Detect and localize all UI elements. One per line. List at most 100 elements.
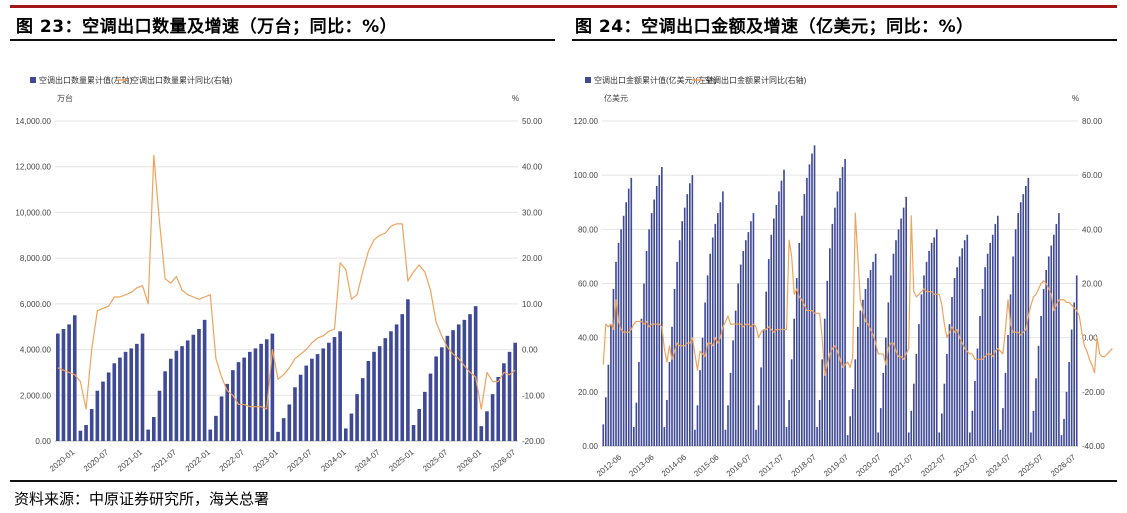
chart1-bar	[146, 429, 150, 441]
chart1-legend-bar-swatch	[30, 77, 36, 83]
chart2-bar	[701, 337, 704, 446]
chart2-bar	[872, 261, 874, 446]
chart1-x-tick-label: 2026-07	[489, 447, 518, 473]
chart1-bar	[231, 370, 235, 441]
chart1-bar	[310, 358, 314, 441]
chart2-x-tick-label: 2013-06	[627, 452, 656, 478]
chart2-bar	[1060, 435, 1063, 446]
chart1-bar	[242, 357, 246, 441]
chart2-bar	[986, 253, 989, 446]
chart1-bar	[276, 431, 280, 441]
chart2-bar	[640, 318, 643, 446]
chart1-bar	[502, 363, 506, 441]
chart2-bar	[961, 248, 963, 446]
right-title-rule	[572, 39, 1117, 41]
chart2-x-tick-label: 2023-07	[952, 452, 981, 478]
chart2-bar	[953, 278, 956, 446]
chart2-x-tick-label: 2014-06	[660, 452, 689, 478]
chart1-right-tick-label: 50.00	[522, 117, 543, 126]
chart1-bar	[406, 299, 410, 441]
chart2-bar	[892, 253, 895, 446]
chart1-left-tick-label: 10,000.00	[15, 208, 51, 217]
chart2-right-tick-label: 60.00	[1082, 171, 1103, 180]
chart1-bar	[152, 417, 156, 441]
chart1-x-tick-label: 2020-07	[82, 447, 111, 473]
chart2-bar	[951, 297, 953, 446]
chart2-bar	[900, 218, 902, 446]
chart2-bar	[989, 242, 991, 446]
chart2-bar	[633, 427, 635, 446]
chart1-bar	[383, 338, 388, 441]
chart2-bar	[752, 213, 755, 446]
chart2-bar	[757, 405, 760, 446]
chart1-x-tick-label: 2024-01	[319, 447, 348, 473]
chart2-x-tick-label: 2026-07	[1049, 452, 1078, 478]
chart2-bar	[655, 186, 658, 446]
chart1-right-tick-label: 0.00	[522, 346, 538, 355]
chart2-bar	[737, 283, 739, 446]
chart2-left-tick-label: 80.00	[578, 225, 599, 234]
chart2-right-tick-label: 80.00	[1082, 117, 1103, 126]
chart2-x-tick-label: 2015-06	[692, 452, 721, 478]
chart1-bar	[174, 350, 179, 441]
chart2-bar	[686, 194, 689, 446]
chart1-x-tick-label: 2026-01	[455, 447, 484, 473]
chart2-bar	[742, 251, 745, 446]
chart1-x-tick-label: 2021-01	[116, 447, 145, 473]
chart1-bar	[202, 319, 207, 441]
chart2-bar	[711, 237, 714, 446]
chart1-bar	[101, 381, 105, 441]
chart1-bar	[366, 361, 371, 441]
chart1-bar	[157, 390, 162, 441]
chart1-bar	[56, 333, 60, 441]
chart2-bar	[902, 207, 905, 446]
chart2-bar	[699, 370, 701, 446]
chart1-bar	[191, 334, 196, 441]
chart2-bar	[663, 427, 666, 446]
chart2-bar	[948, 324, 951, 446]
chart2-bar	[1004, 372, 1007, 446]
chart2-bar	[729, 372, 732, 446]
chart2-bar	[877, 432, 879, 446]
chart2-bar	[963, 240, 966, 446]
chart1-bar	[106, 372, 111, 441]
chart2-bar	[691, 175, 694, 446]
chart2-bar	[676, 261, 678, 446]
chart2-bar	[943, 383, 946, 446]
chart1-x-tick-label: 2023-07	[285, 447, 314, 473]
chart1-bar	[332, 337, 337, 441]
chart2-bar	[780, 180, 783, 447]
chart1-bar	[423, 391, 427, 441]
chart1-bar	[61, 329, 66, 441]
chart2-bar	[714, 223, 717, 446]
chart2-bar	[648, 229, 650, 446]
chart2-bar	[910, 410, 913, 446]
chart1-bar	[219, 396, 224, 441]
chart2-bar	[719, 202, 722, 446]
chart2-bar	[778, 191, 780, 446]
chart2-bar	[831, 223, 834, 446]
chart1-bar	[84, 425, 88, 441]
chart2-bar	[971, 410, 974, 446]
chart2-bar	[610, 324, 612, 446]
chart2-bar	[694, 429, 696, 446]
chart1-bar	[72, 315, 77, 441]
chart1-x-tick-label: 2020-01	[48, 447, 77, 473]
chart1-bar	[490, 394, 495, 441]
chart2-bar	[920, 294, 923, 446]
chart1-right-tick-label: -20.00	[522, 437, 545, 446]
chart2-bar	[854, 359, 857, 446]
chart2-left-tick-label: 40.00	[578, 334, 599, 343]
chart2-bar	[745, 240, 747, 446]
chart2-bar	[882, 372, 885, 446]
chart2-x-tick-label: 2024-07	[984, 452, 1013, 478]
chart2-bar	[767, 259, 770, 446]
chart1-bar	[247, 351, 252, 441]
chart1-x-tick-label: 2025-07	[421, 447, 450, 473]
chart1-bar	[417, 409, 421, 441]
chart2-bar	[933, 237, 935, 446]
chart2-x-tick-label: 2022-07	[919, 452, 948, 478]
chart2-bar	[783, 169, 785, 446]
chart2-bar	[750, 221, 752, 446]
chart2-x-tick-label: 2025-07	[1017, 452, 1046, 478]
